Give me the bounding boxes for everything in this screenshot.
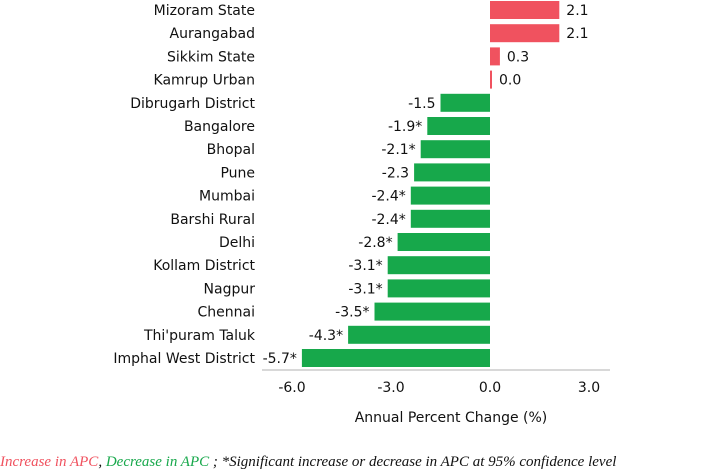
increase-legend-text: Increase in APC bbox=[0, 454, 99, 470]
bar bbox=[490, 47, 500, 66]
category-label: Thi'puram Taluk bbox=[143, 328, 256, 344]
x-tick-label: -6.0 bbox=[278, 380, 305, 396]
bar bbox=[410, 209, 490, 228]
category-label: Bhopal bbox=[207, 142, 255, 158]
category-label: Delhi bbox=[219, 235, 255, 251]
category-label: Kamrup Urban bbox=[154, 73, 255, 89]
value-label: -2.4* bbox=[371, 189, 405, 205]
category-label: Mumbai bbox=[199, 189, 255, 205]
category-label: Pune bbox=[220, 165, 255, 181]
decrease-legend-text: Decrease in APC bbox=[105, 454, 210, 470]
category-label: Aurangabad bbox=[170, 26, 255, 42]
x-tick-label: 3.0 bbox=[578, 380, 600, 396]
value-label: -1.5 bbox=[408, 96, 435, 112]
bar bbox=[420, 140, 490, 159]
category-label: Mizoram State bbox=[154, 3, 255, 19]
bar bbox=[490, 1, 560, 19]
caption-separator: , bbox=[98, 454, 106, 470]
value-label: -2.1* bbox=[381, 142, 415, 158]
category-label: Barshi Rural bbox=[170, 212, 255, 228]
bar bbox=[374, 302, 490, 321]
category-label: Chennai bbox=[198, 305, 255, 321]
x-axis-title: Annual Percent Change (%) bbox=[355, 410, 548, 426]
x-tick-label: 0.0 bbox=[479, 380, 501, 396]
bar bbox=[440, 93, 490, 112]
bar bbox=[490, 70, 492, 89]
value-label: -4.3* bbox=[309, 328, 343, 344]
category-label: Imphal West District bbox=[113, 351, 255, 367]
bar bbox=[387, 279, 490, 298]
bar bbox=[387, 256, 490, 275]
bar bbox=[301, 349, 490, 367]
value-labels: 2.1 2.1 0.3 0.0 -1.5 -1.9* -2.1* -2.3 -2.4* -2.4*… bbox=[263, 3, 589, 367]
legend-caption: Increase in APC, Decrease in APC ; *Sign… bbox=[0, 454, 717, 471]
bar bbox=[397, 233, 490, 251]
value-label: -3.1* bbox=[348, 258, 382, 274]
value-label: 0.0 bbox=[499, 73, 521, 89]
apc-bar-chart: Mizoram State Aurangabad Sikkim State Kamru… bbox=[113, 1, 610, 426]
value-label: -2.3 bbox=[382, 165, 409, 181]
value-label: -2.4* bbox=[371, 212, 405, 228]
category-labels: Mizoram State Aurangabad Sikkim State Kamru… bbox=[113, 3, 256, 367]
x-axis: -6.0 -3.0 0.0 3.0 bbox=[262, 369, 610, 396]
category-label: Dibrugarh District bbox=[130, 96, 255, 112]
bar bbox=[414, 163, 490, 182]
x-tick-label: -3.0 bbox=[377, 380, 404, 396]
value-label: -2.8* bbox=[358, 235, 392, 251]
value-label: -5.7* bbox=[263, 351, 297, 367]
value-label: -1.9* bbox=[388, 119, 422, 135]
bar bbox=[427, 117, 490, 135]
category-label: Sikkim State bbox=[167, 49, 255, 65]
value-label: -3.5* bbox=[335, 305, 369, 321]
value-label: -3.1* bbox=[348, 281, 382, 297]
category-label: Nagpur bbox=[204, 281, 256, 297]
bar bbox=[348, 325, 490, 344]
bar bbox=[490, 24, 560, 43]
value-label: 0.3 bbox=[507, 49, 529, 65]
category-label: Bangalore bbox=[184, 119, 255, 135]
caption-separator: ; bbox=[209, 454, 222, 470]
bars bbox=[301, 1, 560, 367]
category-label: Kollam District bbox=[153, 258, 255, 274]
value-label: 2.1 bbox=[566, 3, 588, 19]
bar bbox=[410, 186, 490, 205]
significance-note: *Significant increase or decrease in APC… bbox=[221, 454, 617, 470]
value-label: 2.1 bbox=[566, 26, 588, 42]
